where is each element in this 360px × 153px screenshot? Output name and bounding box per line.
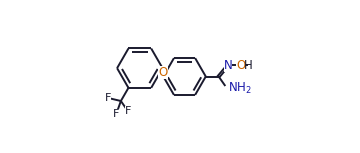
Text: F: F (105, 93, 111, 103)
Text: O: O (236, 59, 246, 72)
Text: F: F (125, 106, 131, 116)
Text: N: N (224, 59, 232, 72)
Text: O: O (158, 66, 167, 79)
Text: H: H (244, 59, 252, 72)
Text: NH$_2$: NH$_2$ (228, 81, 252, 96)
Text: F: F (113, 109, 120, 119)
